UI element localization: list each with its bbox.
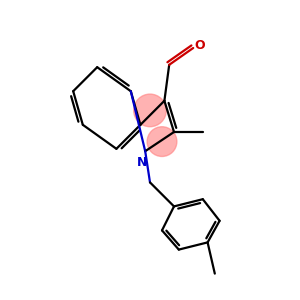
Text: O: O <box>194 39 205 52</box>
Circle shape <box>134 94 166 127</box>
Circle shape <box>147 127 177 157</box>
Text: N: N <box>136 155 147 169</box>
